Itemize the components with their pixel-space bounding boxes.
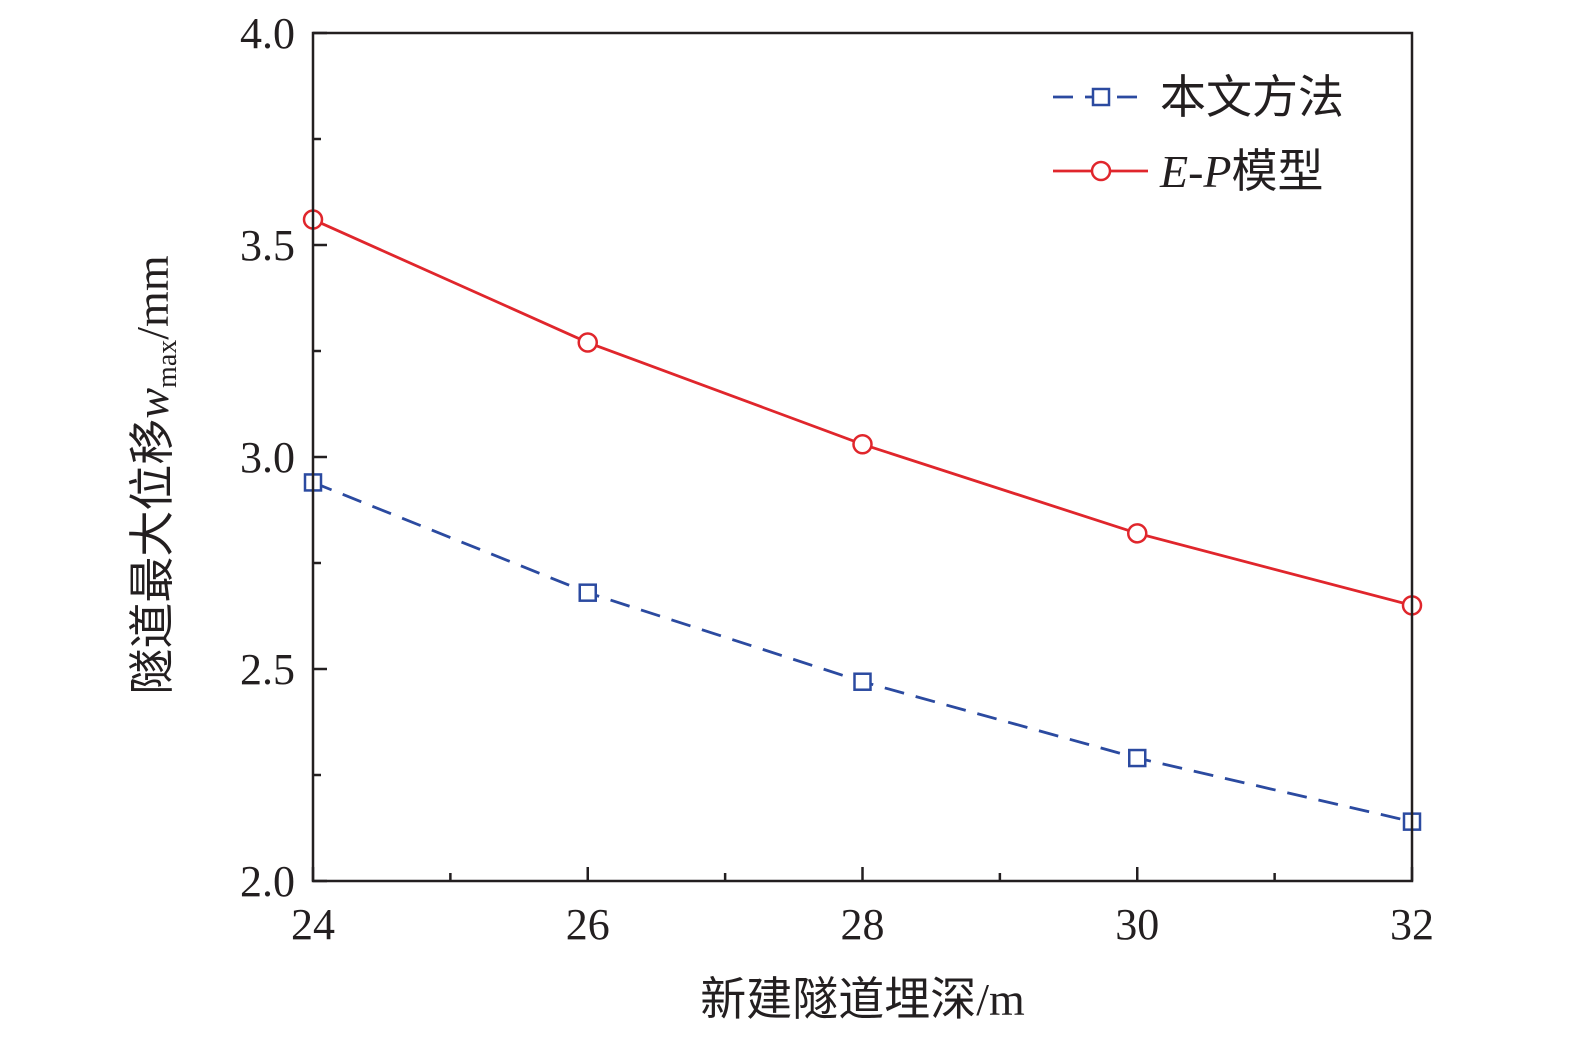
minor-ticks (313, 137, 1276, 881)
y-tick-label: 2.5 (240, 645, 295, 694)
series-layer (302, 209, 1423, 831)
x-axis-label: 新建隧道埋深/m (700, 974, 1025, 1025)
legend-item-ep-model: E-P模型 (1053, 146, 1324, 197)
legend-label-ep-rest: 模型 (1232, 146, 1324, 197)
x-tick-labels: 24 26 28 30 32 (291, 900, 1434, 949)
y-axis-label-symbol: w (127, 388, 178, 419)
data-point-circle (577, 332, 598, 353)
y-tick-label: 2.0 (240, 857, 295, 906)
legend-marker-ep-model (1090, 160, 1112, 182)
data-point-square (853, 672, 872, 691)
data-point-square (578, 583, 597, 602)
plot-frame (311, 31, 1414, 883)
legend-marker-benwen (1091, 87, 1111, 107)
x-tick-label: 32 (1390, 900, 1434, 949)
y-axis-label-subscript: max (152, 340, 183, 388)
y-axis-label-prefix: 隧道最大位移 (127, 419, 178, 695)
y-tick-label: 4.0 (240, 9, 295, 58)
data-point-square (1128, 748, 1147, 768)
x-tick-label: 26 (566, 900, 610, 949)
series-line-0 (312, 481, 1413, 824)
legend-label-ep-model: E-P模型 (1159, 146, 1324, 197)
legend-label-ep-italic: E-P (1159, 146, 1232, 197)
data-point-circle (1127, 523, 1148, 544)
x-tick-label: 24 (291, 900, 335, 949)
x-tick-label: 30 (1115, 900, 1159, 949)
y-axis-label-unit: /mm (127, 255, 178, 340)
legend-label-benwen: 本文方法 (1160, 72, 1344, 123)
data-point-circle (852, 434, 873, 455)
y-tick-labels: 2.0 2.5 3.0 3.5 4.0 (240, 9, 295, 906)
x-tick-label: 28 (841, 900, 885, 949)
y-axis-label: 隧道最大位移wmax/mm (127, 255, 183, 694)
y-tick-label: 3.5 (240, 221, 295, 270)
legend: 本文方法 E-P模型 (1053, 72, 1344, 197)
legend-item-benwen: 本文方法 (1053, 72, 1344, 123)
y-tick-label: 3.0 (240, 433, 295, 482)
